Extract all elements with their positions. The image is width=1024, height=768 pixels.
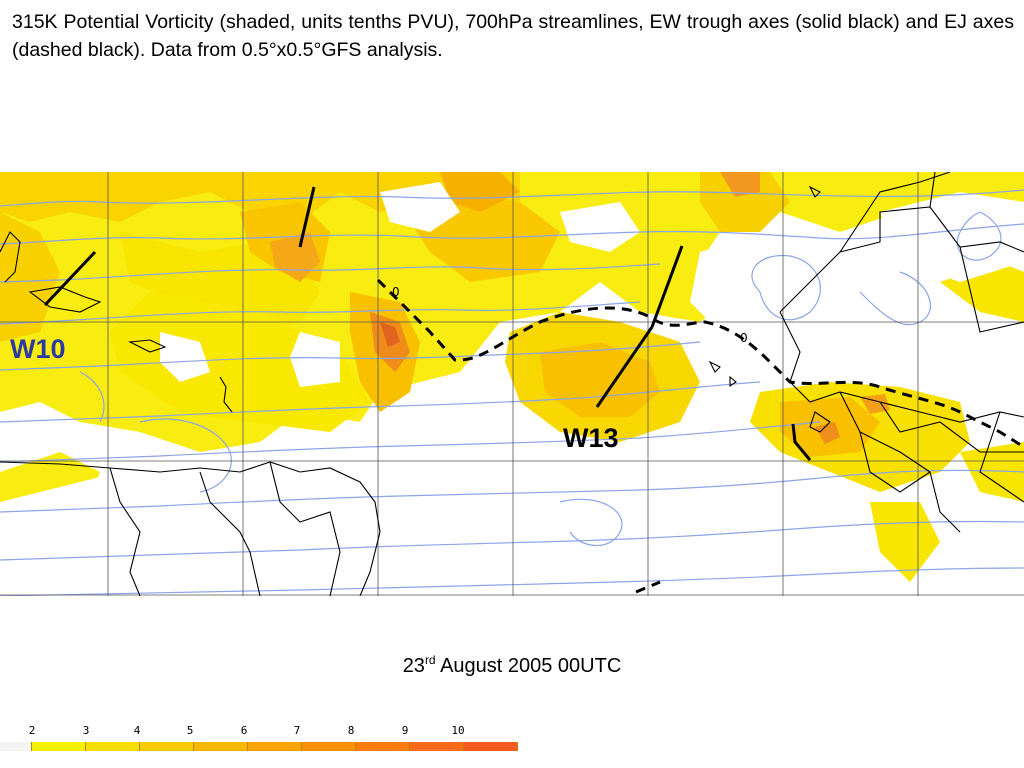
- pv-streamline-map: 0 0: [0, 172, 1024, 596]
- colorbar-seg: [302, 742, 356, 751]
- colorbar-seg: [32, 742, 86, 751]
- legend-tick: 8: [347, 724, 355, 737]
- pv-shading: [0, 172, 1024, 582]
- legend-tick: 9: [401, 724, 409, 737]
- colorbar-seg: [464, 742, 518, 751]
- contour-label-0-b: 0: [740, 331, 748, 345]
- figure-caption: 315K Potential Vorticity (shaded, units …: [12, 11, 1014, 61]
- contour-label-0-a: 0: [392, 285, 400, 299]
- date-day: 23: [402, 655, 425, 677]
- pv-gaps: [0, 182, 1024, 596]
- map-svg: 0 0: [0, 172, 1024, 596]
- legend-tick: 5: [186, 724, 194, 737]
- date-rest: August 2005 00UTC: [440, 655, 622, 677]
- colorbar-seg: [86, 742, 140, 751]
- legend-tick: 6: [240, 724, 248, 737]
- date-stamp: 23rd August 2005 00UTC: [0, 653, 1024, 678]
- colorbar-seg: [0, 742, 32, 751]
- colorbar-seg: [410, 742, 464, 751]
- ew-trough-axes: [43, 186, 812, 461]
- legend-tick: 4: [133, 724, 141, 737]
- colorbar-seg: [194, 742, 248, 751]
- date-suffix: rd: [424, 653, 436, 667]
- wave-label-w10: W10: [10, 334, 66, 364]
- wave-label-w13: W13: [563, 423, 619, 453]
- colorbar-seg: [248, 742, 302, 751]
- pv-colorbar: 2 3 4 5 6 7 8 9 10: [0, 724, 520, 754]
- colorbar-seg: [140, 742, 194, 751]
- ej-axis: [376, 278, 1024, 594]
- legend-tick: 3: [82, 724, 90, 737]
- map-grid: [0, 172, 1024, 596]
- streamlines: [0, 189, 1024, 596]
- colorbar-segments: [0, 742, 518, 751]
- legend-tick: 7: [293, 724, 301, 737]
- legend-tick: 10: [451, 724, 465, 737]
- colorbar-seg: [356, 742, 410, 751]
- legend-tick: 2: [28, 724, 36, 737]
